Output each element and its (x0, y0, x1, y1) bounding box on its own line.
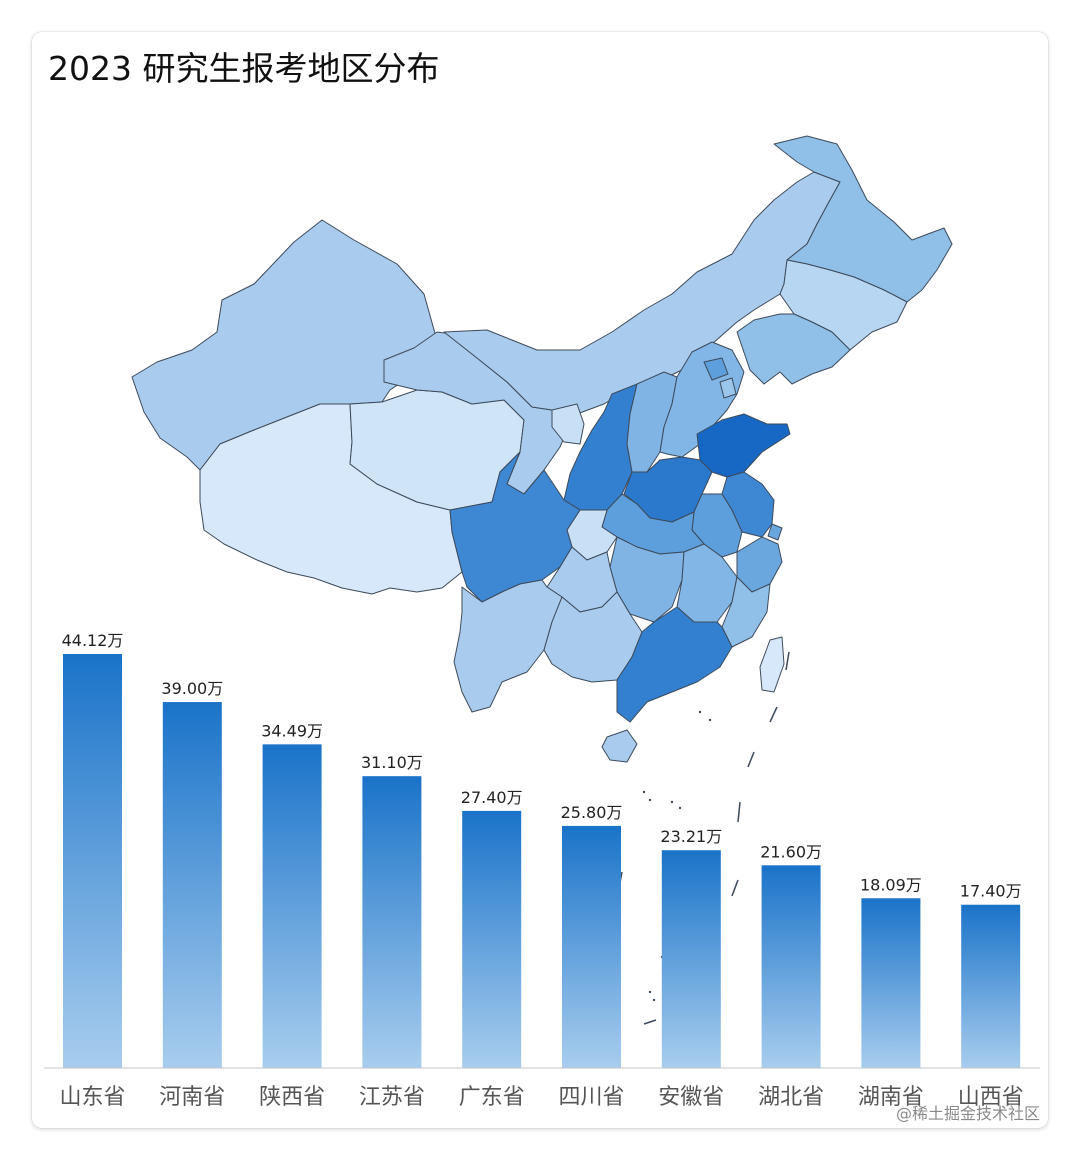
china-map (131, 135, 953, 1025)
bar-5 (562, 825, 621, 1068)
map-region-jiangxi (676, 543, 738, 623)
x-tick-label: 江苏省 (359, 1085, 425, 1110)
bar-9 (961, 904, 1021, 1068)
x-tick-label: 四川省 (558, 1085, 624, 1110)
bar-1 (162, 702, 222, 1068)
x-tick-label: 河南省 (159, 1085, 225, 1110)
map-region-sichuan (449, 451, 581, 603)
bar-7 (761, 865, 821, 1068)
map-region-ningxia (551, 403, 585, 445)
bar-value-label: 44.12万 (62, 631, 124, 650)
x-tick-label: 陕西省 (259, 1085, 325, 1110)
bar-0 (63, 654, 122, 1068)
x-tick-label: 山西省 (958, 1085, 1024, 1110)
map-region-guangdong (616, 606, 733, 723)
map-region-beijing (703, 357, 729, 381)
x-tick-label: 山东省 (59, 1085, 125, 1110)
map-region-hainan (601, 729, 638, 763)
chart-card: 2023 研究生报考地区分布 (32, 32, 1048, 1128)
bar-value-label: 18.09万 (860, 875, 922, 894)
bar-6 (661, 850, 721, 1068)
map-region-tianjin (719, 377, 737, 399)
x-tick-label: 湖南省 (858, 1085, 924, 1110)
bar-value-label: 34.49万 (261, 721, 323, 740)
bar-8 (861, 898, 921, 1068)
map-region-liaoning (736, 313, 851, 385)
bar-4 (462, 810, 522, 1068)
map-region-taiwan (759, 636, 785, 693)
x-tick-label: 湖北省 (758, 1085, 824, 1110)
bar-2 (262, 744, 322, 1068)
x-tick-label: 广东省 (459, 1085, 525, 1110)
south-sea-islands (597, 651, 790, 1025)
bar-3 (362, 776, 422, 1068)
bar-value-label: 27.40万 (461, 788, 523, 807)
bar-value-label: 39.00万 (161, 679, 223, 698)
bar-value-label: 21.60万 (760, 842, 822, 861)
chart-title: 2023 研究生报考地区分布 (48, 49, 440, 88)
bar-value-label: 17.40万 (960, 882, 1022, 901)
bar-value-label: 25.80万 (561, 803, 623, 822)
map-region-shanghai (767, 523, 783, 541)
map-region-yunnan (453, 579, 563, 713)
bar-value-label: 23.21万 (660, 827, 722, 846)
x-tick-label: 安徽省 (658, 1085, 724, 1110)
bar-value-label: 31.10万 (361, 753, 423, 772)
watermark: @稀土掘金技术社区 (895, 1104, 1040, 1123)
